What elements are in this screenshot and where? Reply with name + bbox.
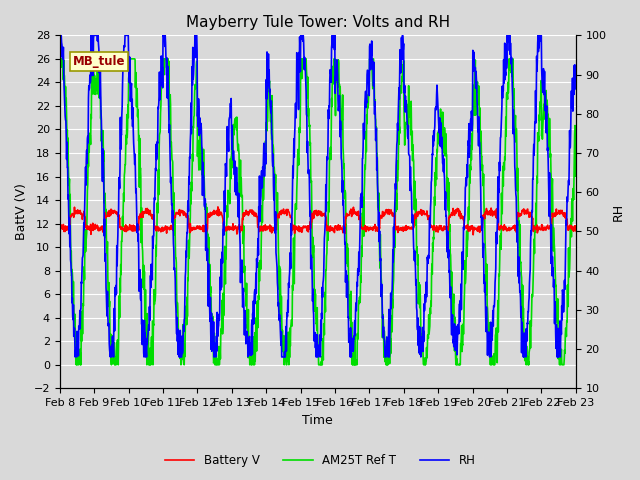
- Text: MB_tule: MB_tule: [73, 55, 125, 68]
- X-axis label: Time: Time: [302, 414, 333, 427]
- Y-axis label: RH: RH: [612, 203, 625, 221]
- Title: Mayberry Tule Tower: Volts and RH: Mayberry Tule Tower: Volts and RH: [186, 15, 450, 30]
- Legend: Battery V, AM25T Ref T, RH: Battery V, AM25T Ref T, RH: [160, 449, 480, 472]
- Y-axis label: BattV (V): BattV (V): [15, 183, 28, 240]
